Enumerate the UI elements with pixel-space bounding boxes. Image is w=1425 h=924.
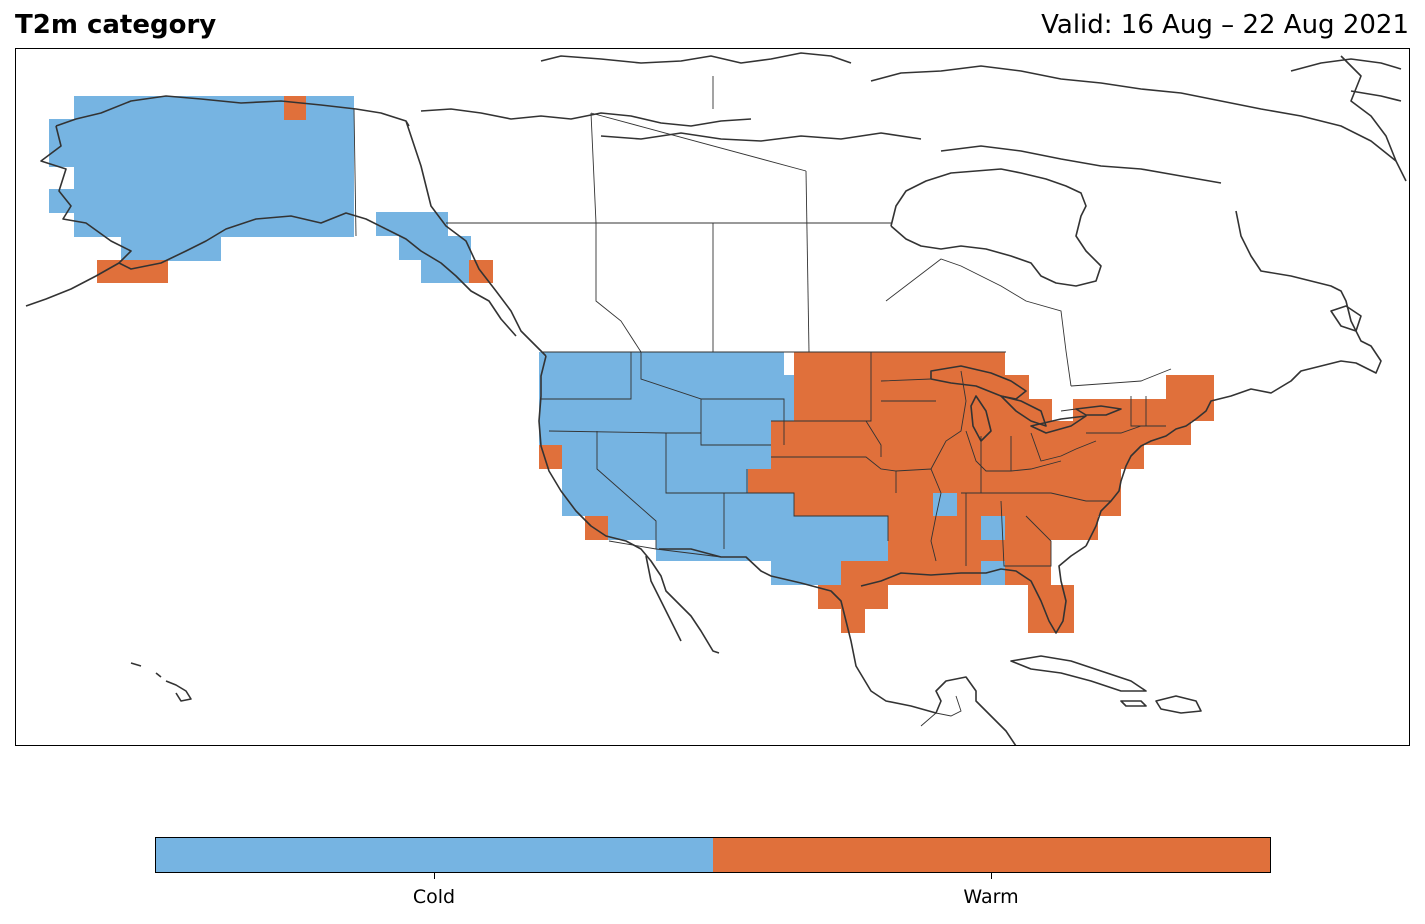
cold-cell [562,445,771,469]
colorbar-cold-segment [156,838,713,872]
colorbar-tick-cold [434,873,435,879]
warm-cell [818,585,888,609]
cold-cell [771,561,841,585]
warm-cell [957,493,1121,516]
cold-cell [49,189,354,213]
cold-cell [74,213,354,237]
cold-cell [399,236,471,260]
colorbar [155,837,1271,873]
warm-cell [888,516,981,540]
map-panel [15,48,1410,746]
cold-cell [562,493,794,516]
warm-cell [1073,399,1214,421]
cold-cell [74,167,354,189]
cold-cell [74,96,284,120]
cold-cell [376,212,448,236]
cold-cell [608,516,888,540]
cold-cells [49,96,1005,585]
cold-cell [421,260,469,283]
cold-cell [49,119,354,167]
warm-cell [794,493,933,516]
warm-cell [794,375,1029,399]
cold-cell [539,375,794,399]
warm-cell [1005,516,1098,540]
warm-cells [97,96,1214,633]
warm-cell [539,445,562,469]
cold-cell [656,540,888,561]
warm-cell [748,469,1121,493]
political-borders [353,76,1172,727]
warm-cell [1005,561,1051,585]
warm-cell [888,540,1051,561]
cold-cell [539,352,784,375]
colorbar-warm-segment [713,838,1270,872]
warm-cell [794,352,1005,375]
valid-period: Valid: 16 Aug – 22 Aug 2021 [1041,10,1409,40]
warm-cell [1166,375,1214,399]
warm-cell [585,516,608,540]
map-title: T2m category [15,10,217,40]
colorbar-tick-warm [991,873,992,879]
cold-cell [539,399,794,421]
map-canvas [25,52,1407,745]
cold-cell [562,469,748,493]
warm-cell [1028,609,1074,633]
colorbar-label-warm: Warm [963,886,1019,908]
warm-cell [794,399,1052,421]
coastlines [25,52,1407,745]
warm-cell [284,96,306,120]
warm-cell [841,609,865,633]
cold-cell [933,493,957,516]
cold-cell [981,516,1005,540]
colorbar-label-cold: Cold [412,886,456,908]
